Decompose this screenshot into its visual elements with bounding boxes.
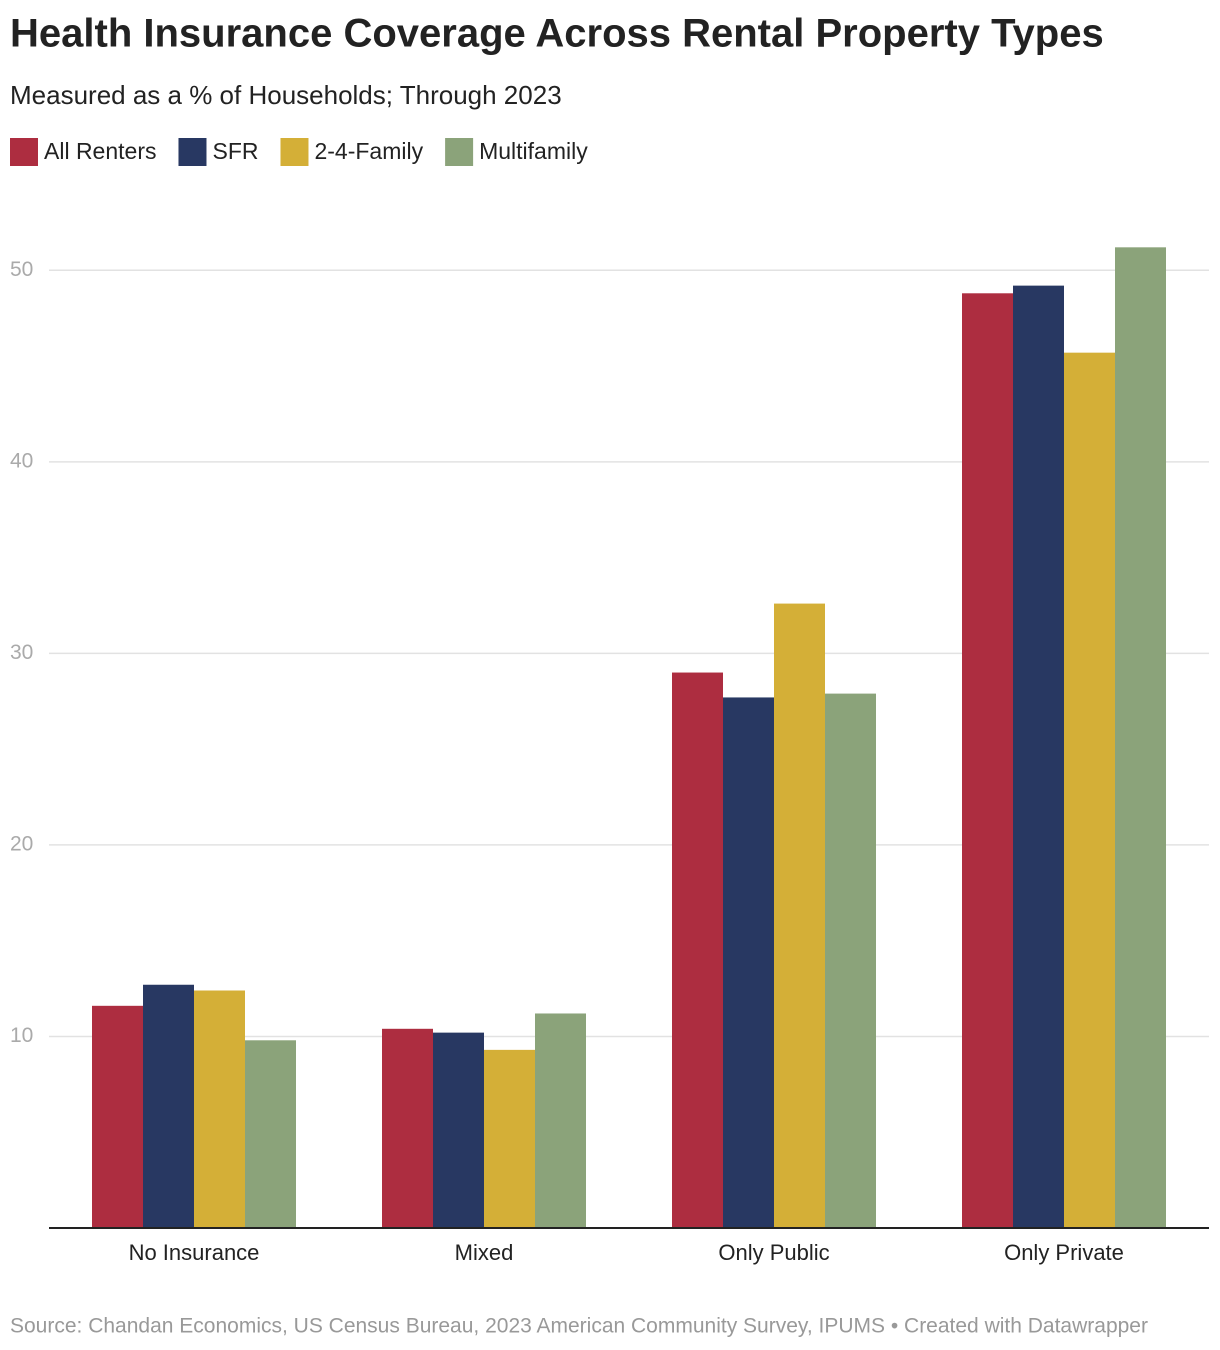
x-tick-label: Only Private: [1004, 1240, 1124, 1265]
bar: [1115, 247, 1166, 1229]
legend: All Renters SFR 2-4-Family Multifamily: [10, 138, 588, 166]
bar: [672, 672, 723, 1228]
bar: [774, 603, 825, 1228]
y-tick-label: 40: [10, 449, 33, 472]
bar: [433, 1032, 484, 1228]
bar: [1013, 285, 1064, 1229]
bar: [194, 990, 245, 1228]
chart-title: Health Insurance Coverage Across Rental …: [10, 12, 1104, 56]
x-tick-label: No Insurance: [129, 1240, 260, 1265]
bar: [535, 1013, 586, 1228]
legend-swatch: [10, 138, 38, 166]
legend-label: All Renters: [44, 138, 156, 164]
bar: [962, 293, 1013, 1228]
legend-swatch: [178, 138, 207, 166]
y-tick-label: 50: [10, 258, 33, 281]
legend-label: Multifamily: [479, 138, 588, 164]
y-tick-label: 30: [10, 641, 33, 664]
bar: [92, 1005, 143, 1228]
legend-label: SFR: [212, 138, 258, 164]
x-tick-label: Only Public: [718, 1240, 829, 1265]
bar: [825, 693, 876, 1228]
y-tick-label: 20: [10, 832, 33, 855]
legend-label: 2-4-Family: [314, 138, 423, 164]
chart-subtitle: Measured as a % of Households; Through 2…: [10, 80, 562, 110]
x-tick-label: Mixed: [455, 1240, 514, 1265]
legend-swatch: [445, 138, 474, 166]
bar: [143, 984, 194, 1228]
bar: [382, 1028, 433, 1228]
bar: [484, 1049, 535, 1228]
bar: [1064, 352, 1115, 1229]
legend-swatch: [280, 138, 309, 166]
y-tick-label: 10: [10, 1024, 33, 1047]
bar: [723, 697, 774, 1228]
source-note: Source: Chandan Economics, US Census Bur…: [10, 1315, 1148, 1338]
bar: [245, 1040, 296, 1228]
